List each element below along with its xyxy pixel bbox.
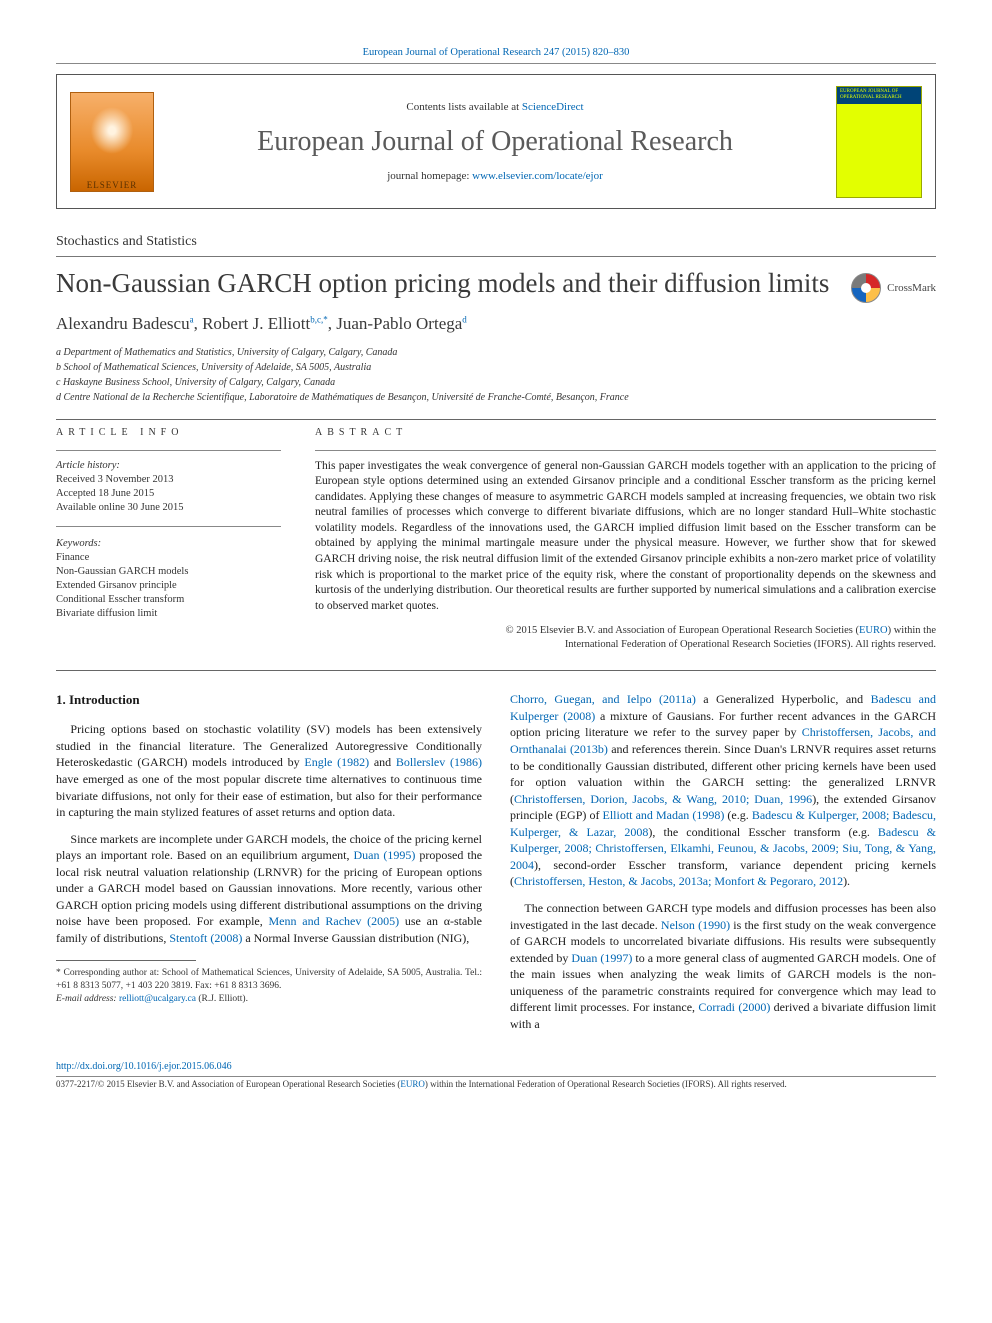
homepage-link[interactable]: www.elsevier.com/locate/ejor (472, 170, 603, 182)
rule (56, 670, 936, 671)
crossmark-label: CrossMark (887, 281, 936, 296)
history-item: Received 3 November 2013 (56, 473, 281, 487)
elsevier-logo-caption: ELSEVIER (87, 179, 138, 191)
running-header-text: European Journal of Operational Research… (363, 47, 630, 58)
keyword: Finance (56, 551, 281, 565)
rule (56, 450, 281, 451)
affiliations: a Department of Mathematics and Statisti… (56, 346, 936, 405)
footer-copy-text: 0377-2217/© 2015 Elsevier B.V. and Assoc… (56, 1079, 400, 1089)
body-paragraph: Pricing options based on stochastic vola… (56, 721, 482, 820)
masthead: ELSEVIER Contents lists available at Sci… (56, 74, 936, 209)
rule (315, 450, 936, 451)
footer-copy-tail: ) within the International Federation of… (425, 1079, 787, 1089)
keyword: Conditional Esscher transform (56, 593, 281, 607)
cover-thumb-cell: EUROPEAN JOURNAL OF OPERATIONAL RESEARCH (823, 75, 935, 208)
body-paragraph: Chorro, Guegan, and Ielpo (2011a) a Gene… (510, 691, 936, 890)
homepage-prefix: journal homepage: (387, 170, 472, 182)
corresponding-footnote: * Corresponding author at: School of Mat… (56, 967, 482, 1005)
rule (56, 419, 936, 420)
email-link[interactable]: relliott@ucalgary.ca (119, 994, 196, 1004)
info-abstract-row: article info Article history: Received 3… (56, 426, 936, 652)
running-header: European Journal of Operational Research… (56, 46, 936, 64)
doi-line: http://dx.doi.org/10.1016/j.ejor.2015.06… (56, 1060, 936, 1074)
abstract-text: This paper investigates the weak converg… (315, 459, 936, 614)
crossmark-icon (851, 273, 881, 303)
contents-prefix: Contents lists available at (406, 101, 521, 113)
article-info-col: article info Article history: Received 3… (56, 426, 281, 652)
publisher-logo-cell: ELSEVIER (57, 75, 167, 208)
keyword: Non-Gaussian GARCH models (56, 565, 281, 579)
masthead-center: Contents lists available at ScienceDirec… (167, 75, 823, 208)
rule (56, 256, 936, 257)
body-paragraph: Since markets are incomplete under GARCH… (56, 831, 482, 947)
section-heading: 1. Introduction (56, 691, 482, 709)
keywords-label: Keywords: (56, 537, 281, 551)
affiliation: c Haskayne Business School, University o… (56, 376, 936, 390)
copyright-text: ) within the (888, 625, 936, 636)
history-item: Available online 30 June 2015 (56, 501, 281, 515)
footer-copyright: 0377-2217/© 2015 Elsevier B.V. and Assoc… (56, 1076, 936, 1091)
abstract-heading: abstract (315, 426, 936, 440)
body-paragraph: The connection between GARCH type models… (510, 900, 936, 1032)
keyword: Extended Girsanov principle (56, 579, 281, 593)
affiliation: a Department of Mathematics and Statisti… (56, 346, 936, 360)
footnote-rule (56, 960, 196, 961)
title-row: Non-Gaussian GARCH option pricing models… (56, 267, 936, 309)
body-columns: 1. Introduction Pricing options based on… (56, 691, 936, 1042)
euro-link[interactable]: EURO (859, 625, 888, 636)
body-col-right: Chorro, Guegan, and Ielpo (2011a) a Gene… (510, 691, 936, 1042)
affiliation: b School of Mathematical Sciences, Unive… (56, 361, 936, 375)
elsevier-logo: ELSEVIER (70, 92, 154, 192)
email-tail: (R.J. Elliott). (196, 994, 248, 1004)
journal-name: European Journal of Operational Research (257, 123, 733, 161)
email-label: E-mail address: (56, 994, 119, 1004)
article-history: Article history: Received 3 November 201… (56, 459, 281, 622)
history-label: Article history: (56, 459, 281, 473)
journal-cover-thumb: EUROPEAN JOURNAL OF OPERATIONAL RESEARCH (836, 86, 922, 198)
doi-link[interactable]: http://dx.doi.org/10.1016/j.ejor.2015.06… (56, 1061, 232, 1072)
abstract-copyright: © 2015 Elsevier B.V. and Association of … (315, 624, 936, 652)
copyright-text: International Federation of Operational … (565, 639, 936, 650)
abstract-col: abstract This paper investigates the wea… (315, 426, 936, 652)
crossmark[interactable]: CrossMark (851, 273, 936, 303)
authors: Alexandru Badescua, Robert J. Elliottb,c… (56, 313, 936, 336)
footnote-text: Corresponding author at: School of Mathe… (56, 968, 482, 991)
sciencedirect-link[interactable]: ScienceDirect (522, 101, 584, 113)
cover-band: EUROPEAN JOURNAL OF OPERATIONAL RESEARCH (837, 87, 921, 105)
homepage-line: journal homepage: www.elsevier.com/locat… (387, 169, 603, 184)
keyword: Bivariate diffusion limit (56, 607, 281, 621)
euro-link[interactable]: EURO (400, 1079, 425, 1089)
page: European Journal of Operational Research… (0, 0, 992, 1121)
affiliation: d Centre National de la Recherche Scient… (56, 391, 936, 405)
section-tag: Stochastics and Statistics (56, 233, 936, 252)
body-col-left: 1. Introduction Pricing options based on… (56, 691, 482, 1042)
history-item: Accepted 18 June 2015 (56, 487, 281, 501)
paper-title: Non-Gaussian GARCH option pricing models… (56, 267, 831, 299)
article-info-heading: article info (56, 426, 281, 440)
copyright-text: © 2015 Elsevier B.V. and Association of … (506, 625, 859, 636)
contents-line: Contents lists available at ScienceDirec… (406, 100, 583, 115)
